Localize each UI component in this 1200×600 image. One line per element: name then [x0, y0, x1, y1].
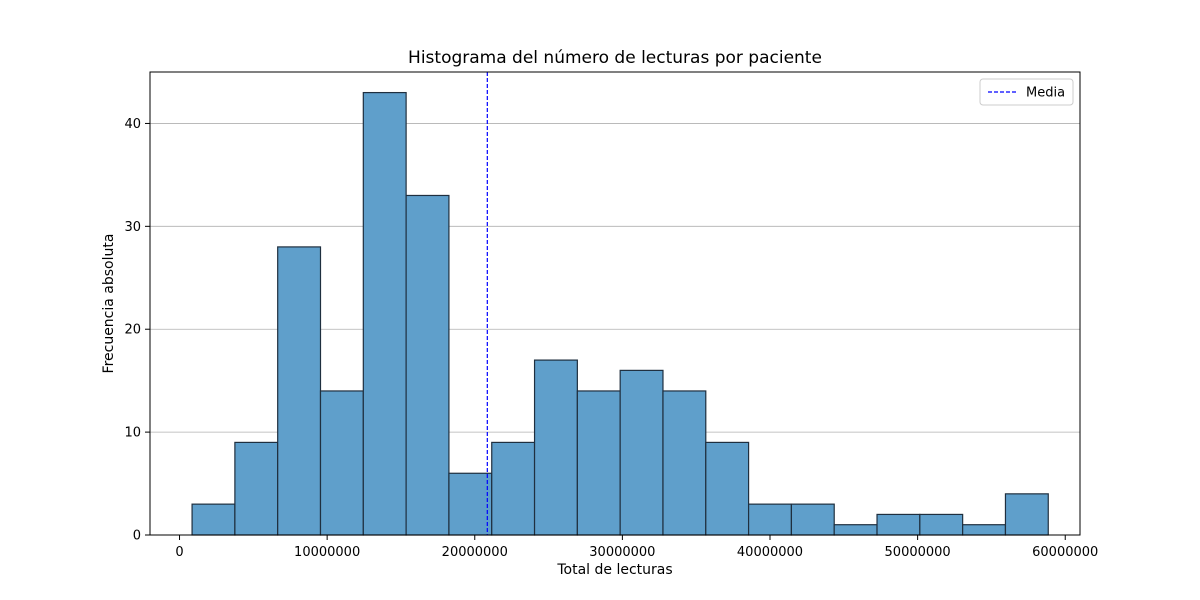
histogram-bar [191, 503, 236, 536]
histogram-bar [1004, 493, 1049, 536]
x-tick-label: 20000000 [442, 545, 508, 560]
legend-mean-label: Media [1026, 86, 1065, 101]
histogram-bar [277, 246, 322, 536]
x-tick-label: 0 [175, 545, 183, 560]
histogram-bar [619, 369, 664, 536]
x-axis-title: Total de lecturas [556, 562, 672, 578]
histogram-bar [833, 524, 878, 536]
x-tick-label: 50000000 [885, 545, 951, 560]
x-tick-label: 10000000 [294, 545, 360, 560]
y-tick-label: 30 [124, 220, 141, 235]
x-axis-ticks: 0 10000000 20000000 30000000 40000000 5000000… [175, 535, 1098, 560]
histogram-bar [362, 91, 407, 536]
x-tick-label: 40000000 [737, 545, 803, 560]
histogram-bars [191, 91, 1049, 536]
histogram-bar [876, 513, 921, 536]
histogram-bar [705, 441, 750, 536]
plot-area-frame [149, 71, 1081, 536]
histogram-bar [662, 390, 707, 536]
y-tick-label: 0 [133, 529, 141, 544]
histogram-bar [790, 503, 835, 536]
x-tick-label: 30000000 [589, 545, 655, 560]
legend: Media [979, 78, 1074, 106]
x-tick-label: 60000000 [1032, 545, 1098, 560]
y-axis-title: Frecuencia absoluta [101, 234, 117, 374]
histogram-bar [533, 359, 578, 536]
legend-box [979, 78, 1074, 106]
histogram-bar [448, 472, 493, 536]
histogram-bar [747, 503, 793, 536]
y-tick-label: 10 [124, 426, 141, 441]
histogram-bar [405, 194, 450, 536]
histogram-bar [576, 390, 621, 536]
histogram-bar [234, 441, 279, 536]
y-tick-label: 40 [124, 117, 141, 132]
histogram-bar [919, 513, 964, 536]
histogram-bar [962, 524, 1007, 536]
chart-title: Histograma del número de lecturas por pa… [408, 48, 822, 68]
y-axis-ticks: 0 10 20 30 40 [124, 117, 150, 544]
histogram-bar [319, 390, 364, 536]
y-tick-label: 20 [124, 323, 141, 338]
histogram-bar [491, 441, 536, 536]
